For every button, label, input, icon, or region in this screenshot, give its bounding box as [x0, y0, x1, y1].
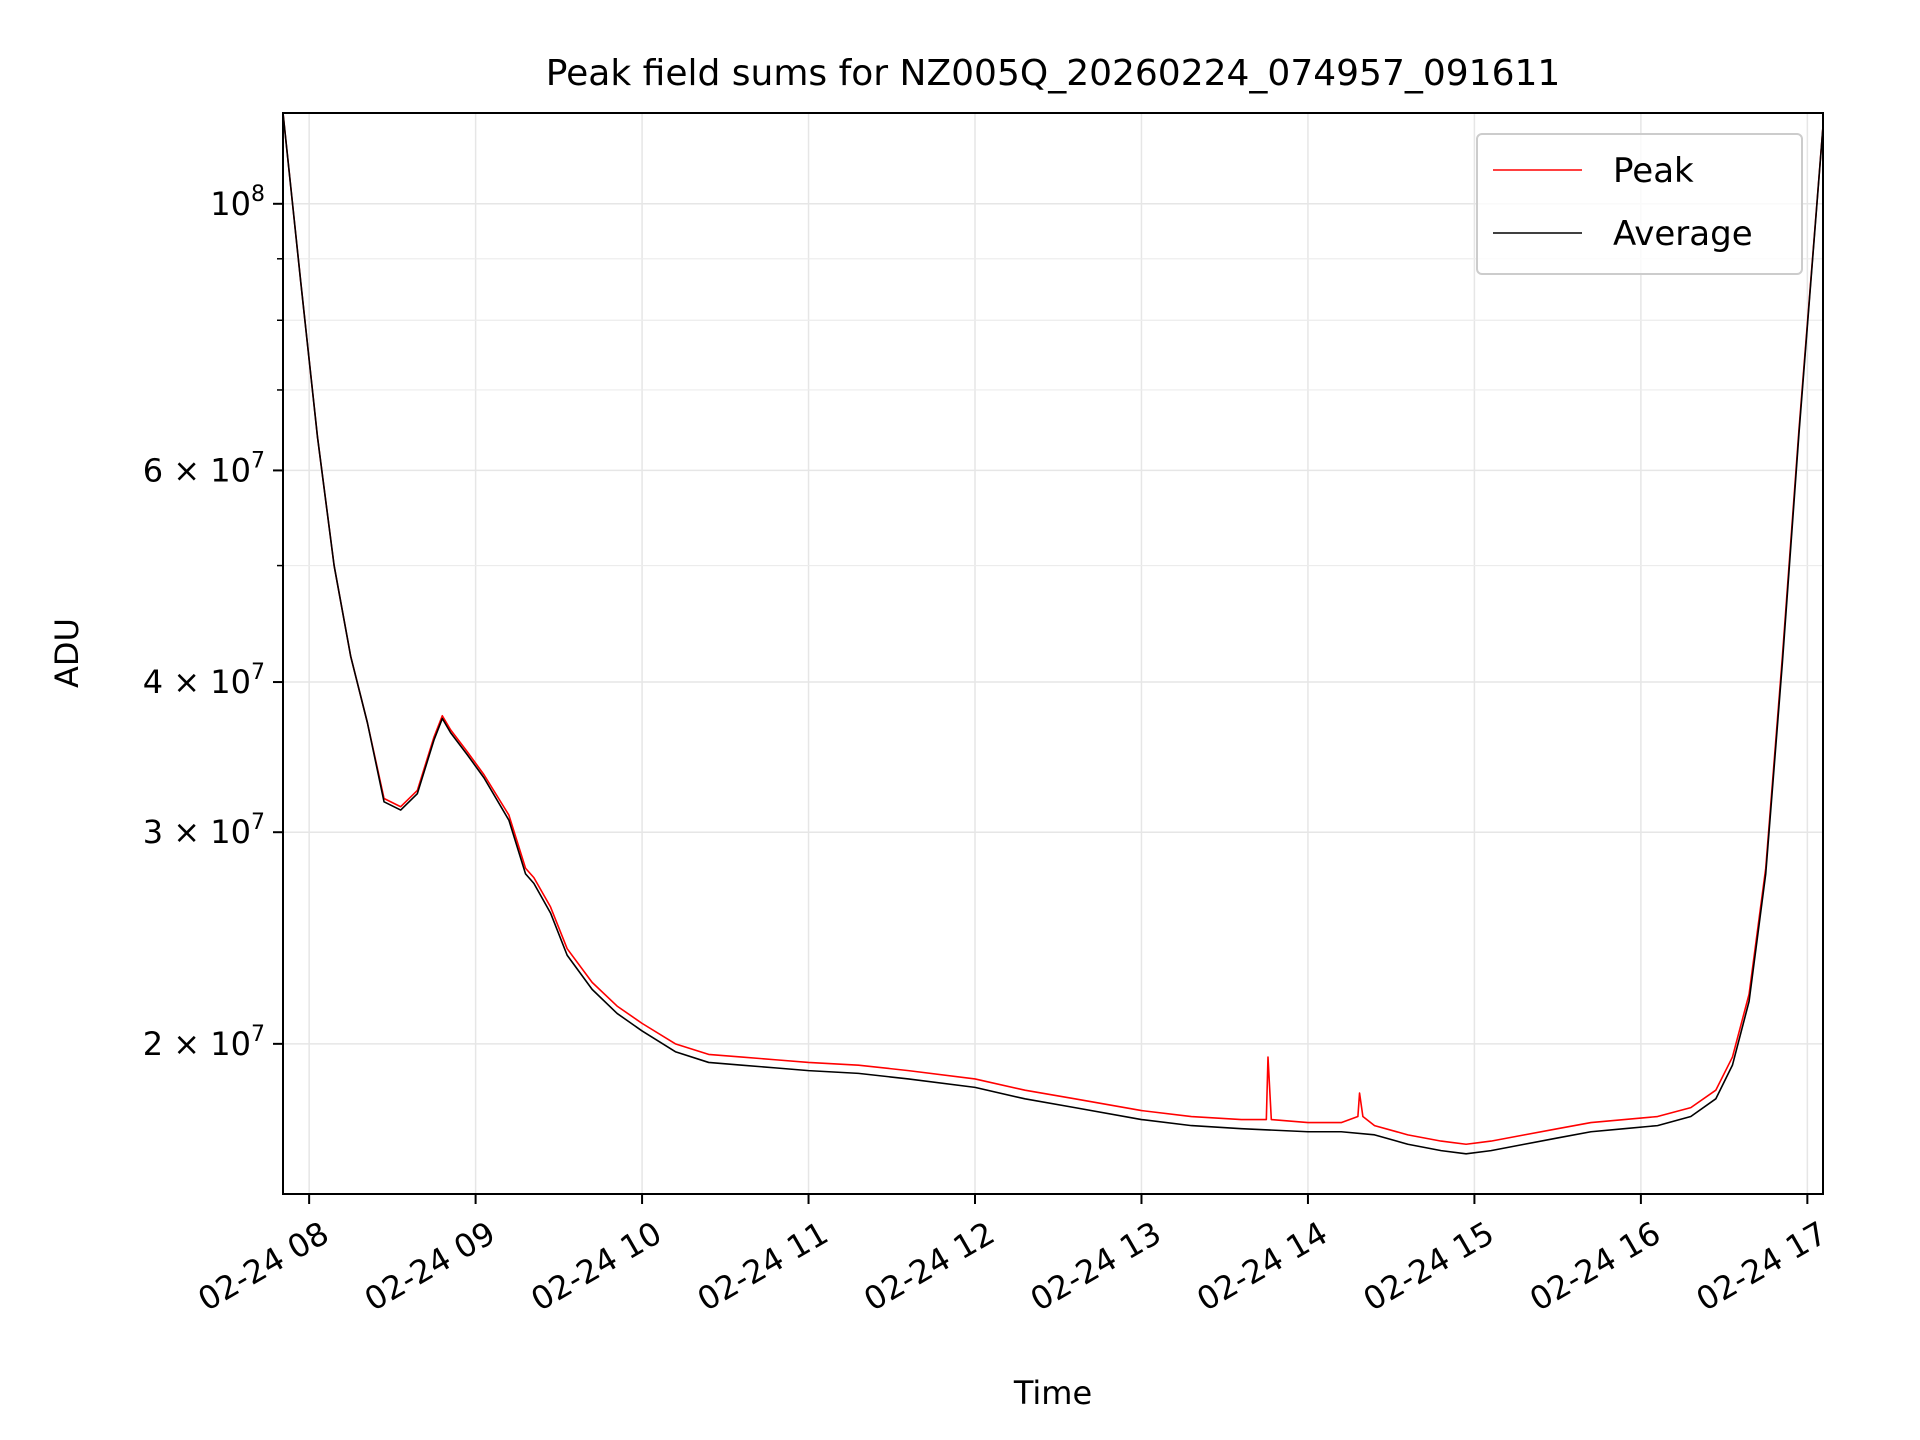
y-tick-label-1: 6 × 107 — [143, 448, 265, 489]
series-layer — [283, 113, 1823, 1155]
y-axis-label: ADU — [48, 618, 86, 688]
y-tick-label-4: 2 × 107 — [143, 1022, 265, 1063]
x-axis-label: Time — [1013, 1374, 1092, 1412]
chart-title: Peak field sums for NZ005Q_20260224_0749… — [546, 53, 1561, 94]
plot-frame — [282, 112, 1824, 1195]
y-tick-label-3: 3 × 107 — [143, 810, 265, 851]
legend-label-average: Average — [1613, 214, 1753, 254]
legend-label-peak: Peak — [1613, 151, 1694, 191]
series-line-average — [283, 113, 1823, 1155]
y-axis-ticks: 108 6 × 107 4 × 107 3 × 107 2 × 107 — [143, 182, 283, 1063]
legend-box — [1476, 133, 1803, 275]
legend: Peak Average — [1476, 133, 1803, 275]
y-tick-label-2: 4 × 107 — [143, 660, 265, 701]
y-tick-label-0: 108 — [210, 182, 265, 223]
series-line-peak — [283, 113, 1823, 1146]
